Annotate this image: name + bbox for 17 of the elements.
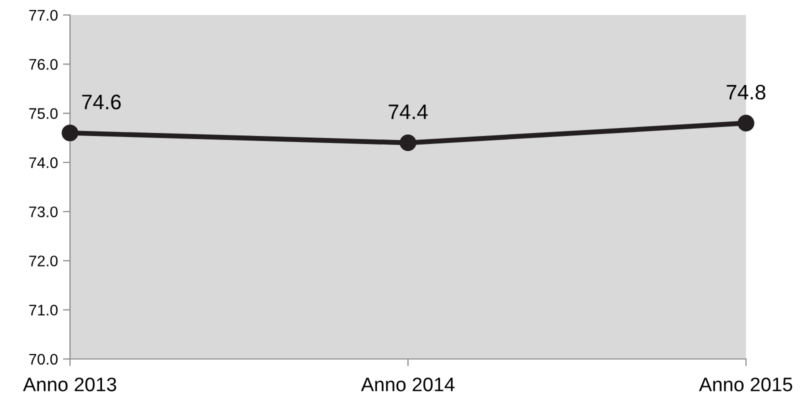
data-label: 74.6 — [82, 94, 121, 110]
y-tick-label: 71.0 — [29, 304, 58, 316]
data-label: 74.4 — [388, 104, 428, 120]
y-tick-label: 74.0 — [29, 157, 58, 168]
y-tick-label: 72.0 — [29, 256, 58, 266]
x-tick-label: Anno 2015 — [699, 378, 792, 392]
y-tick-label: 77.0 — [29, 10, 58, 21]
y-tick-label: 73.0 — [29, 206, 58, 218]
data-label: 74.8 — [726, 84, 766, 100]
y-tick-label: 70.0 — [29, 354, 58, 365]
x-tick-label: Anno 2014 — [361, 378, 454, 392]
y-tick-label: 75.0 — [29, 108, 58, 119]
y-tick-label: 76.0 — [29, 59, 58, 70]
x-tick-label: Anno 2013 — [23, 378, 116, 392]
point — [738, 114, 754, 132]
point — [400, 134, 416, 152]
point — [62, 124, 78, 142]
